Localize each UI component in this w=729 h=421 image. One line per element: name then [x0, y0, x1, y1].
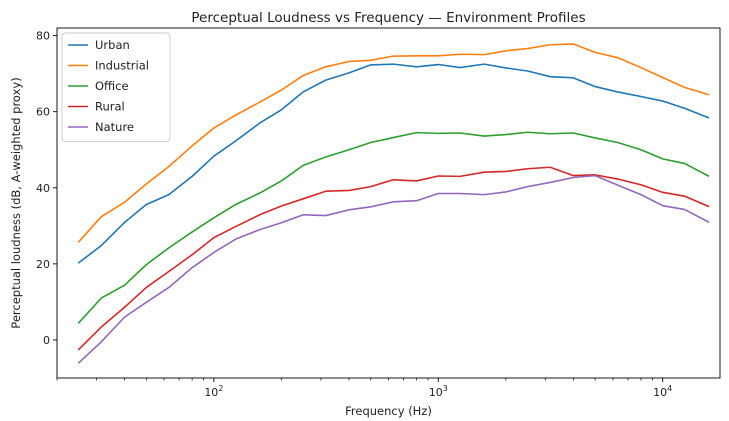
legend-label-nature: Nature	[95, 120, 134, 134]
x-tick-label: 103	[429, 384, 448, 399]
series-line-industrial	[77, 43, 710, 243]
y-tick-label: 40	[36, 182, 50, 195]
x-tick-label-base: 10	[204, 386, 218, 399]
legend-label-rural: Rural	[95, 100, 125, 114]
x-tick-label-exponent: 3	[443, 384, 448, 393]
x-tick-label-exponent: 2	[218, 384, 223, 393]
legend-label-urban: Urban	[95, 38, 130, 52]
x-tick-label-base: 10	[429, 386, 443, 399]
x-tick-label: 102	[204, 384, 223, 399]
x-tick-label-base: 10	[653, 386, 667, 399]
y-tick-label: 0	[43, 334, 50, 347]
legend-box	[61, 32, 171, 142]
chart-title: Perceptual Loudness vs Frequency — Envir…	[191, 10, 585, 26]
x-axis-label: Frequency (Hz)	[345, 404, 432, 418]
series-line-nature	[77, 174, 710, 364]
y-tick-label: 80	[36, 30, 50, 43]
y-axis-label: Perceptual loudness (dB, A-weighted prox…	[9, 77, 23, 328]
series-line-office	[77, 131, 710, 324]
y-tick-label: 60	[36, 106, 50, 119]
y-tick-label: 20	[36, 258, 50, 271]
series-line-rural	[77, 166, 710, 351]
series-line-urban	[77, 63, 710, 264]
x-tick-label: 104	[653, 384, 672, 399]
x-tick-label-exponent: 4	[667, 384, 672, 393]
legend-label-industrial: Industrial	[95, 59, 149, 73]
legend-label-office: Office	[95, 79, 129, 93]
